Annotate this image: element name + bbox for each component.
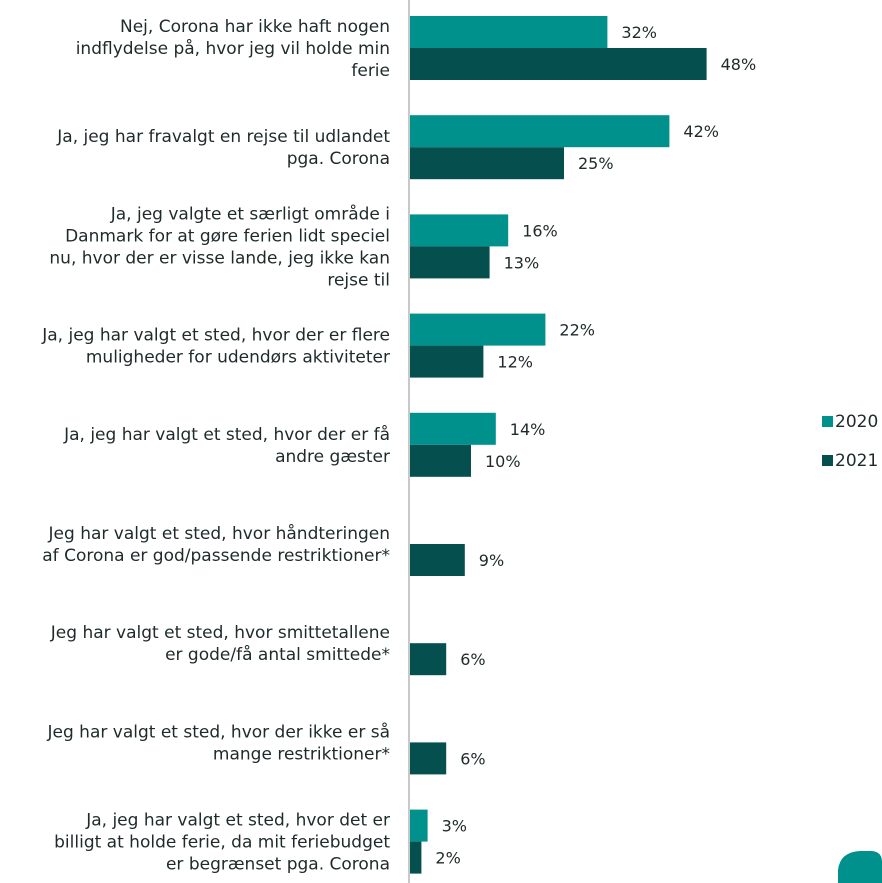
bar-2021 xyxy=(409,544,465,576)
data-label-2020: 3% xyxy=(442,817,467,836)
data-label-2021: 6% xyxy=(460,650,485,669)
bar-2021 xyxy=(409,345,484,378)
value-labels: 32% 48% 42% 25% 16% 13% 22% 12% 14% 10% 9% 6% 6% 3% 2% xyxy=(435,23,756,868)
data-label-2020: 32% xyxy=(621,23,657,42)
bar-2021 xyxy=(409,444,471,477)
category-label-line: muligheder for udendørs aktiviteter xyxy=(86,348,390,368)
category-label-line: nu, hvor der er visse lande, jeg ikke ka… xyxy=(49,248,390,268)
category-label: Ja, jeg har fravalgt en rejse til udland… xyxy=(56,127,390,169)
category-label-line: Jeg har valgt et sted, hvor der ikke er … xyxy=(47,721,391,742)
data-label-2021: 9% xyxy=(479,551,504,570)
data-label-2020: 14% xyxy=(510,420,546,439)
category-label-line: Jeg har valgt et sted, hvor håndteringen xyxy=(48,523,390,544)
data-label-2020: 16% xyxy=(522,221,558,240)
legend: 2020 2021 xyxy=(822,412,878,471)
data-label-2020: 42% xyxy=(683,122,719,141)
category-label-line: rejse til xyxy=(327,270,390,290)
data-label-2021: 10% xyxy=(485,452,521,471)
category-label-line: Ja, jeg valgte et særligt område i xyxy=(110,203,390,224)
category-label: Ja, jeg har valgt et sted, hvor der er f… xyxy=(41,326,390,368)
category-label: Jeg har valgt et sted, hvor smittetallen… xyxy=(50,623,390,665)
category-label: Ja, jeg har valgt et sted, hvor det er bi… xyxy=(54,811,390,875)
bar-2020 xyxy=(409,809,428,842)
bar-2021 xyxy=(409,246,490,279)
bars xyxy=(409,16,707,874)
bar-2021 xyxy=(409,742,447,775)
legend-label-2020: 2020 xyxy=(835,412,878,432)
bar-2020 xyxy=(409,16,608,48)
category-label-line: Ja, jeg har valgt et sted, hvor det er xyxy=(85,811,390,831)
category-label-line: pga. Corona xyxy=(287,149,390,169)
bar-2021 xyxy=(409,643,447,676)
data-label-2021: 6% xyxy=(460,749,485,768)
category-label-line: af Corona er god/passende restriktioner* xyxy=(42,546,390,566)
category-labels: Nej, Corona har ikke haft nogen indflydel… xyxy=(41,17,390,875)
category-label: Ja, jeg valgte et særligt område i Danmar… xyxy=(49,203,390,290)
decorative-corner-shape xyxy=(838,851,882,883)
legend-label-2021: 2021 xyxy=(835,451,878,471)
category-label-line: Ja, jeg har fravalgt en rejse til udland… xyxy=(56,127,390,147)
bar-2020 xyxy=(409,214,509,247)
bar-2021 xyxy=(409,48,707,80)
bar-2020 xyxy=(409,412,496,445)
category-label: Ja, jeg har valgt et sted, hvor der er f… xyxy=(63,424,390,467)
data-label-2020: 22% xyxy=(559,321,595,340)
category-label-line: andre gæster xyxy=(275,447,390,467)
category-label: Jeg har valgt et sted, hvor håndteringen… xyxy=(42,523,390,566)
category-label-line: Ja, jeg har valgt et sted, hvor der er f… xyxy=(63,424,390,445)
category-label-line: ferie xyxy=(351,61,390,81)
category-label-line: Jeg har valgt et sted, hvor smittetallen… xyxy=(50,623,390,643)
category-label: Nej, Corona har ikke haft nogen indflydel… xyxy=(76,17,390,81)
legend-swatch-2020 xyxy=(822,416,833,427)
data-label-2021: 13% xyxy=(504,253,540,272)
legend-swatch-2021 xyxy=(822,455,833,466)
category-label-line: er begrænset pga. Corona xyxy=(166,855,390,875)
data-label-2021: 12% xyxy=(497,353,533,372)
data-label-2021: 25% xyxy=(578,154,614,173)
bar-2020 xyxy=(409,115,670,148)
data-label-2021: 2% xyxy=(435,849,460,868)
category-label-line: billigt at holde ferie, da mit feriebudg… xyxy=(54,833,390,853)
bar-2021 xyxy=(409,147,564,180)
bar-2021 xyxy=(409,841,422,874)
category-label-line: Nej, Corona har ikke haft nogen xyxy=(120,17,390,37)
category-label: Jeg har valgt et sted, hvor der ikke er … xyxy=(47,721,391,764)
category-label-line: mange restriktioner* xyxy=(213,744,390,764)
category-label-line: Ja, jeg har valgt et sted, hvor der er f… xyxy=(41,326,390,346)
bar-2020 xyxy=(409,313,546,346)
category-label-line: indflydelse på, hvor jeg vil holde min xyxy=(76,38,390,59)
data-label-2021: 48% xyxy=(721,55,757,74)
category-label-line: er gode/få antal smittede* xyxy=(165,644,390,665)
category-label-line: Danmark for at gøre ferien lidt speciel xyxy=(65,226,390,246)
